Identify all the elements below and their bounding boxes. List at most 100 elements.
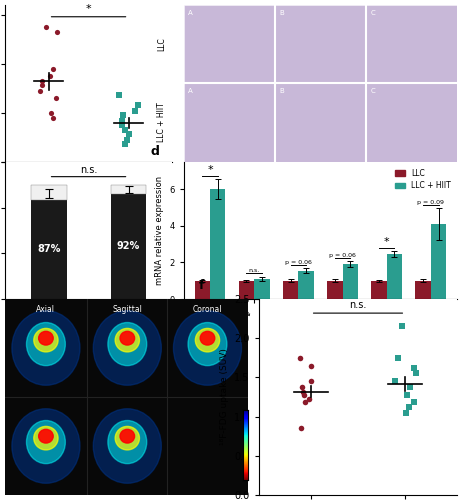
Ellipse shape bbox=[12, 409, 80, 483]
Bar bbox=[30, 200, 67, 299]
Ellipse shape bbox=[108, 322, 147, 366]
Point bbox=[298, 383, 306, 391]
Point bbox=[52, 94, 59, 102]
Bar bbox=[30, 184, 67, 200]
Point bbox=[403, 408, 410, 416]
Point bbox=[123, 136, 131, 144]
Bar bbox=[110, 194, 146, 299]
Text: C: C bbox=[371, 10, 376, 16]
Point bbox=[54, 28, 61, 36]
Point bbox=[119, 111, 127, 119]
Point bbox=[412, 370, 419, 378]
Legend: Area of clustered nuclei, Area richer in tumor stroma: Area of clustered nuclei, Area richer in… bbox=[185, 166, 313, 194]
Text: p = 0.06: p = 0.06 bbox=[285, 260, 312, 265]
Text: Axial: Axial bbox=[36, 305, 55, 314]
Point bbox=[301, 398, 309, 406]
Point bbox=[406, 383, 413, 391]
Bar bbox=[195, 280, 210, 299]
Ellipse shape bbox=[115, 328, 140, 352]
Point bbox=[411, 398, 418, 406]
Point bbox=[36, 87, 44, 95]
Bar bbox=[387, 254, 402, 299]
Point bbox=[299, 388, 306, 396]
Ellipse shape bbox=[115, 426, 140, 450]
Text: *: * bbox=[86, 4, 91, 14]
Point bbox=[410, 364, 418, 372]
Point bbox=[116, 91, 123, 99]
Point bbox=[307, 378, 314, 386]
Ellipse shape bbox=[26, 420, 65, 464]
Text: B: B bbox=[280, 88, 284, 94]
Legend: LLC, LLC + HIIT: LLC, LLC + HIIT bbox=[392, 166, 454, 194]
Point bbox=[406, 403, 413, 411]
Ellipse shape bbox=[93, 311, 161, 385]
Point bbox=[121, 126, 128, 134]
Ellipse shape bbox=[195, 328, 219, 352]
Point bbox=[121, 140, 128, 148]
Text: 87%: 87% bbox=[37, 244, 60, 254]
Text: n.s.: n.s. bbox=[249, 268, 260, 273]
Y-axis label: ¹⁸F-FDG uptake (SUV): ¹⁸F-FDG uptake (SUV) bbox=[219, 348, 229, 446]
Text: B: B bbox=[280, 10, 284, 16]
Bar bbox=[431, 224, 446, 299]
Point bbox=[391, 378, 399, 386]
Y-axis label: mRNA relative expression: mRNA relative expression bbox=[155, 176, 164, 285]
Ellipse shape bbox=[120, 332, 134, 345]
Point bbox=[298, 424, 305, 432]
Ellipse shape bbox=[93, 409, 161, 483]
Point bbox=[47, 72, 54, 80]
Ellipse shape bbox=[200, 332, 215, 345]
Text: f: f bbox=[199, 279, 205, 292]
Point bbox=[43, 22, 50, 30]
Ellipse shape bbox=[26, 322, 65, 366]
Ellipse shape bbox=[12, 311, 80, 385]
Bar bbox=[283, 280, 298, 299]
Point bbox=[301, 390, 308, 398]
Text: *: * bbox=[384, 236, 389, 246]
Text: 92%: 92% bbox=[117, 242, 140, 252]
Bar bbox=[210, 189, 225, 299]
Point bbox=[398, 322, 406, 330]
Point bbox=[307, 362, 315, 370]
Point bbox=[131, 107, 139, 115]
Ellipse shape bbox=[39, 332, 53, 345]
Text: Sagittal: Sagittal bbox=[112, 305, 142, 314]
Ellipse shape bbox=[34, 328, 58, 352]
Point bbox=[394, 354, 401, 362]
Point bbox=[296, 354, 303, 362]
Bar bbox=[239, 280, 254, 299]
Bar bbox=[298, 270, 314, 299]
Text: p = 0.09: p = 0.09 bbox=[417, 200, 444, 205]
Ellipse shape bbox=[108, 420, 147, 464]
Point bbox=[119, 120, 126, 128]
Text: d: d bbox=[151, 145, 159, 158]
Point bbox=[134, 101, 141, 109]
Text: n.s.: n.s. bbox=[349, 300, 367, 310]
Text: p = 0.06: p = 0.06 bbox=[329, 253, 356, 258]
Point bbox=[119, 116, 126, 124]
Text: A: A bbox=[188, 88, 193, 94]
Point bbox=[38, 78, 46, 86]
Point bbox=[49, 64, 57, 72]
Point bbox=[38, 82, 46, 90]
Text: LLC + HIIT: LLC + HIIT bbox=[157, 102, 166, 142]
Point bbox=[403, 390, 411, 398]
Bar bbox=[371, 280, 387, 299]
Point bbox=[47, 109, 54, 117]
Bar bbox=[327, 280, 342, 299]
Bar bbox=[110, 184, 146, 194]
Bar bbox=[415, 280, 431, 299]
Text: A: A bbox=[188, 10, 193, 16]
Ellipse shape bbox=[34, 426, 58, 450]
Text: Coronal: Coronal bbox=[193, 305, 222, 314]
Ellipse shape bbox=[39, 430, 53, 443]
Text: C: C bbox=[371, 88, 376, 94]
Text: LLC: LLC bbox=[157, 38, 166, 51]
Ellipse shape bbox=[188, 322, 227, 366]
Point bbox=[305, 396, 312, 404]
Ellipse shape bbox=[173, 311, 242, 385]
Ellipse shape bbox=[120, 430, 134, 443]
Text: *: * bbox=[207, 165, 213, 175]
Text: n.s.: n.s. bbox=[80, 165, 97, 175]
Bar bbox=[342, 264, 358, 299]
